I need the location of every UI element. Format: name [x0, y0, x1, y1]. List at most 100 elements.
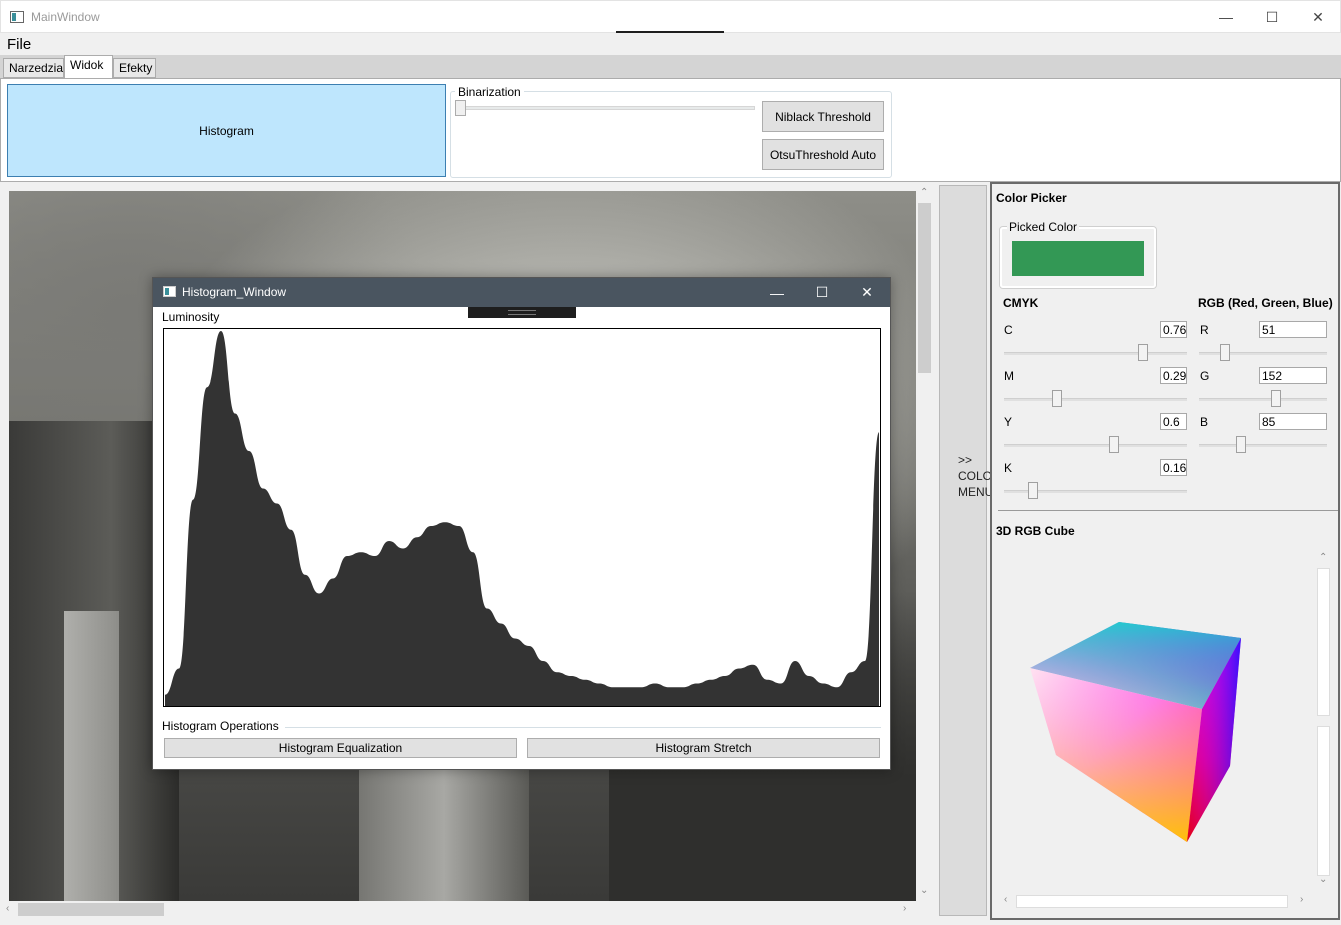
scroll-down-icon[interactable]: ⌄: [1319, 874, 1328, 885]
cube-vertical-scrollbar[interactable]: ⌃ ⌄: [1315, 550, 1332, 892]
cube-horizontal-scrollbar[interactable]: ‹ ›: [998, 892, 1316, 910]
image-vertical-scrollbar[interactable]: ⌃ ⌄: [916, 185, 933, 901]
tab-strip: Narzedzia Widok Efekty: [0, 55, 1341, 79]
cmyk-m-input[interactable]: 0.29: [1160, 367, 1187, 384]
rgb-b-input[interactable]: 85: [1259, 413, 1327, 430]
menu-bar: File: [0, 33, 1341, 55]
cmyk-c-input[interactable]: 0.76: [1160, 321, 1187, 338]
histogram-drag-handle[interactable]: [468, 307, 576, 318]
menu-file[interactable]: File: [7, 36, 32, 53]
histogram-channel-label: Luminosity: [162, 310, 220, 324]
binarization-slider-thumb[interactable]: [455, 100, 466, 116]
close-button[interactable]: ✕: [1295, 1, 1341, 33]
rgb-r-slider-thumb[interactable]: [1219, 344, 1230, 361]
scroll-right-icon[interactable]: ›: [1300, 894, 1304, 905]
niblack-threshold-button[interactable]: Niblack Threshold: [762, 101, 884, 132]
cmyk-c-slider-track[interactable]: [1004, 352, 1187, 355]
picked-color-swatch: [1012, 241, 1144, 276]
rgb-b-slider-thumb[interactable]: [1236, 436, 1247, 453]
operations-group-border: [285, 727, 881, 728]
cmyk-c-slider-thumb[interactable]: [1138, 344, 1149, 361]
scroll-track[interactable]: [1317, 726, 1330, 876]
tab-narzedzia[interactable]: Narzedzia: [3, 58, 64, 78]
otsu-threshold-button[interactable]: OtsuThreshold Auto: [762, 139, 884, 170]
rgb-g-label: G: [1200, 369, 1210, 383]
maximize-icon: ☐: [1265, 8, 1279, 25]
color-picker-title: Color Picker: [996, 191, 1067, 205]
image-horizontal-scrollbar[interactable]: ‹ ›: [0, 901, 916, 918]
scroll-up-icon[interactable]: ⌃: [920, 187, 929, 198]
tab-efekty[interactable]: Efekty: [113, 58, 156, 78]
color-picker-panel: Color Picker Picked Color CMYK RGB (Red,…: [990, 182, 1340, 920]
tab-widok[interactable]: Widok: [64, 55, 113, 79]
rgb-g-slider-track[interactable]: [1199, 398, 1327, 401]
tab-content-widok: Histogram Binarization Niblack Threshold…: [0, 78, 1341, 182]
rgb-g-input[interactable]: 152: [1259, 367, 1327, 384]
histogram-window-title: Histogram_Window: [182, 285, 287, 299]
cmyk-y-input[interactable]: 0.6: [1160, 413, 1187, 430]
scroll-right-icon[interactable]: ›: [903, 903, 907, 914]
panel-divider: [998, 510, 1338, 511]
luminosity-area: [165, 331, 879, 706]
cmyk-m-slider-thumb[interactable]: [1052, 390, 1063, 407]
maximize-icon: ☐: [815, 284, 829, 300]
rgb-cube-title: 3D RGB Cube: [996, 524, 1075, 538]
photo-region: [359, 751, 529, 901]
rgb-r-input[interactable]: 51: [1259, 321, 1327, 338]
binarization-label: Binarization: [455, 85, 524, 99]
histogram-plot: [165, 331, 879, 706]
photo-region: [64, 611, 119, 901]
histogram-minimize-button[interactable]: —: [754, 278, 800, 307]
cmyk-y-slider-track[interactable]: [1004, 444, 1187, 447]
cmyk-k-slider-thumb[interactable]: [1028, 482, 1039, 499]
rgb-title: RGB (Red, Green, Blue): [1198, 296, 1333, 310]
rgb-r-label: R: [1200, 323, 1209, 337]
histogram-chart: [163, 328, 881, 707]
cmyk-k-slider-track[interactable]: [1004, 490, 1187, 493]
rgb-b-label: B: [1200, 415, 1209, 429]
scroll-thumb[interactable]: [1317, 568, 1330, 716]
binarization-slider-track[interactable]: [459, 106, 755, 110]
minimize-icon: —: [770, 284, 784, 301]
scroll-left-icon[interactable]: ‹: [6, 903, 10, 914]
cmyk-y-slider-thumb[interactable]: [1108, 436, 1119, 453]
cmyk-c-label: C: [1004, 323, 1013, 337]
close-icon: ✕: [1312, 8, 1324, 25]
minimize-icon: —: [1219, 9, 1233, 25]
cmyk-k-label: K: [1004, 461, 1013, 475]
scroll-thumb[interactable]: [1016, 895, 1288, 908]
scroll-down-icon[interactable]: ⌄: [920, 885, 929, 896]
picked-color-label: Picked Color: [1007, 220, 1080, 234]
histogram-close-button[interactable]: ✕: [844, 278, 890, 307]
picked-color-group: Picked Color: [1000, 220, 1156, 288]
scroll-thumb[interactable]: [18, 903, 164, 916]
scroll-thumb[interactable]: [918, 203, 931, 373]
histogram-window-titlebar[interactable]: Histogram_Window — ☐ ✕: [153, 278, 890, 307]
histogram-maximize-button[interactable]: ☐: [799, 278, 845, 307]
cmyk-m-slider-track[interactable]: [1004, 398, 1187, 401]
color-menu-toggle-button[interactable]: >> COLOR MENU: [939, 185, 1001, 916]
histogram-equalization-button[interactable]: Histogram Equalization: [164, 738, 517, 758]
main-titlebar: MainWindow — ☐ ✕: [0, 0, 1341, 33]
scroll-left-icon[interactable]: ‹: [1004, 894, 1008, 905]
color-menu-toggle-label: >> COLOR MENU: [958, 453, 1001, 499]
rgb-r-slider-track[interactable]: [1199, 352, 1327, 355]
app-icon: [163, 286, 176, 297]
histogram-button[interactable]: Histogram: [7, 84, 446, 177]
binarization-group: Binarization Niblack Threshold OtsuThres…: [450, 85, 892, 178]
close-icon: ✕: [861, 284, 873, 300]
minimize-button[interactable]: —: [1203, 1, 1249, 33]
rgb-b-slider-track[interactable]: [1199, 444, 1327, 447]
cmyk-title: CMYK: [1003, 296, 1039, 310]
window-title: MainWindow: [31, 10, 100, 24]
cmyk-k-input[interactable]: 0.16: [1160, 459, 1187, 476]
rgb-cube-viewport[interactable]: [998, 550, 1316, 892]
histogram-operations-label: Histogram Operations: [162, 719, 282, 733]
scroll-up-icon[interactable]: ⌃: [1319, 552, 1328, 563]
cmyk-m-label: M: [1004, 369, 1014, 383]
cmyk-y-label: Y: [1004, 415, 1013, 429]
histogram-stretch-button[interactable]: Histogram Stretch: [527, 738, 880, 758]
rgb-g-slider-thumb[interactable]: [1270, 390, 1281, 407]
histogram-window: Histogram_Window — ☐ ✕ Luminosity Histog…: [152, 277, 891, 770]
maximize-button[interactable]: ☐: [1249, 1, 1295, 33]
